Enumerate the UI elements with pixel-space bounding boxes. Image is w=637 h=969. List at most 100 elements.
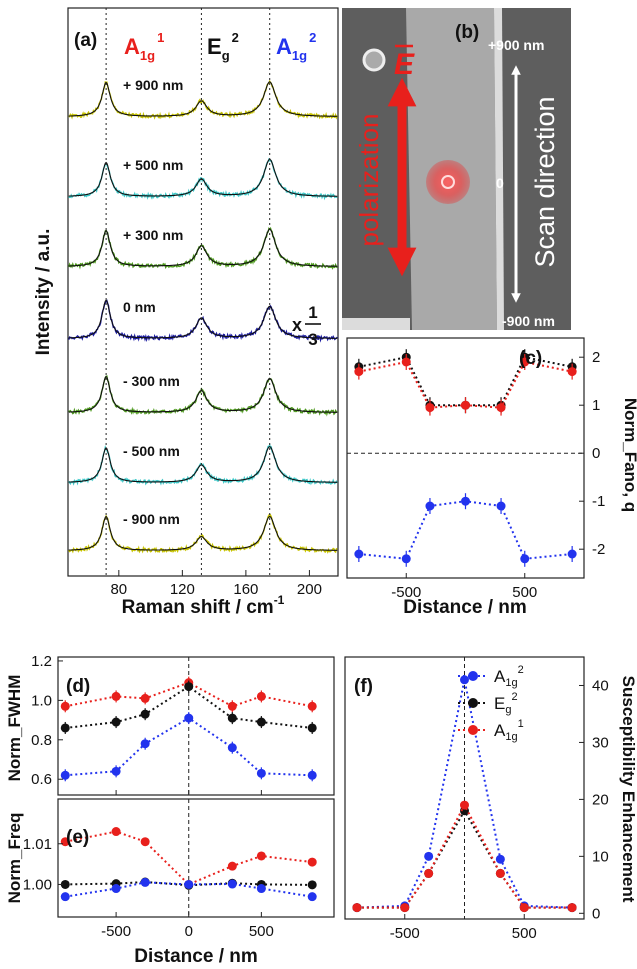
panel-e-series-2-point-1 — [111, 884, 121, 894]
field-symbol: E — [394, 48, 415, 81]
panel-c-ytick-label-3: -1 — [592, 493, 605, 510]
legend-label-0-sub: 1g — [505, 677, 517, 689]
scan-direction-label: Scan direction — [530, 96, 560, 267]
peak-label-a1g1-sup: 1 — [157, 30, 164, 45]
panel-a: 80 120 160 200 (a) A1g1 Eg2 A1g2 + 900 nm+ … — [33, 7, 339, 618]
panel-f-series-2-point-0 — [352, 903, 362, 913]
panel-d-ylabel: Norm_FWHM — [5, 675, 24, 782]
panel-e-series-0-point-5 — [256, 851, 266, 861]
sem-particle — [362, 48, 386, 72]
panel-c-ytick-label-1: 1 — [592, 397, 600, 414]
panel-a-xlabel-sup: -1 — [274, 593, 285, 607]
sem-scale-strip — [342, 318, 410, 330]
panel-c-xtick-label-0: -500 — [391, 584, 421, 601]
panel-f-series-0-point-4 — [495, 854, 505, 864]
panel-e-series-2-point-2 — [140, 877, 150, 887]
panel-e-xtick-label-0: -500 — [101, 923, 131, 940]
spectrum-label-2: + 300 nm — [123, 227, 183, 243]
panel-c-ytick-label-2: 0 — [592, 445, 600, 462]
panel-f-series-2-point-2 — [424, 868, 434, 878]
legend-marker-0 — [468, 671, 478, 681]
panel-c-series-2-point-3 — [461, 496, 470, 506]
panel-c-series-1-point-0 — [354, 367, 364, 377]
scan-mid-label: 0 — [496, 175, 504, 191]
spectrum-label-3: 0 nm — [123, 299, 156, 315]
panel-e-label: (e) — [66, 827, 89, 848]
panel-d-label: (d) — [66, 676, 90, 697]
panel-c-frame — [346, 337, 585, 579]
panel-d-series-0-point-0 — [60, 701, 70, 711]
panel-f-series-0-point-3 — [460, 675, 469, 685]
panel-a-spectrum-labels: + 900 nm + 500 nm + 300 nm 0 nm - 300 nm - 50… — [123, 77, 183, 527]
panel-f-ytick-label-3: 30 — [592, 734, 609, 751]
panel-f-xtick-label-1: 500 — [512, 925, 537, 942]
panel-d-series-1-point-5 — [256, 717, 266, 727]
spectrum-fit-2 — [68, 228, 338, 267]
panel-e-series-1-point-0 — [60, 879, 70, 889]
panel-b-label: (b) — [455, 22, 479, 43]
peak-label-a1g2-sub: 1g — [292, 48, 307, 63]
panel-e-ytick-label-0: 1.01 — [23, 836, 52, 853]
legend-label-2: A1g1 — [494, 718, 524, 743]
spectrum-data-2 — [68, 227, 338, 270]
panel-c-series-1-point-1 — [401, 357, 411, 367]
panel-d-series-2-point-4 — [227, 743, 237, 753]
panel-e-ylabel: Norm_Freq — [5, 813, 24, 904]
legend-label-1-sub: g — [505, 704, 511, 716]
legend-label-2-main: A — [494, 721, 506, 740]
panel-a-label: (a) — [74, 30, 97, 51]
spectrum-data-5 — [68, 443, 338, 486]
legend-marker-1 — [468, 698, 478, 708]
panel-de-xlabel: Distance / nm — [134, 946, 258, 967]
panel-e-series-2-point-3 — [184, 879, 194, 889]
polarization-label: polarization — [354, 114, 384, 247]
panel-e-series-0-point-4 — [227, 861, 237, 871]
spectrum-data-4 — [68, 375, 338, 417]
legend-label-2-sub: 1g — [505, 731, 517, 743]
panel-f-frame — [344, 656, 585, 920]
panel-f-ylabel: Susceptibility Enhancement — [619, 676, 637, 903]
panel-a-ylabel: Intensity / a.u. — [33, 229, 54, 356]
panel-e-series-2-point-5 — [256, 884, 266, 894]
panel-e-xtick-label-2: 500 — [249, 923, 274, 940]
panel-c-ylabel: Norm_Fano, q — [621, 398, 637, 512]
panel-f-ytick-label-0: 0 — [592, 905, 600, 922]
spectrum-label-4: - 300 nm — [123, 373, 180, 389]
legend-label-1-sup: 2 — [511, 691, 517, 703]
panel-e-series-2-point-4 — [227, 879, 237, 889]
panel-e-xtick-label-1: 0 — [185, 923, 193, 940]
panel-f-plot: 0 10 20 30 40 -500 500 — [352, 657, 609, 942]
panel-c-ytick-label-4: -2 — [592, 541, 605, 558]
panel-a-peak-lines — [105, 8, 271, 576]
panel-d-ytick-label-2: 0.8 — [31, 732, 52, 749]
panel-f-series-0-point-2 — [424, 851, 434, 861]
laser-spot — [426, 160, 470, 204]
spectrum-fit-5 — [68, 445, 338, 483]
panel-d-series-0-point-5 — [256, 691, 266, 701]
panel-d-plot: 1.2 1.0 0.8 0.6 — [31, 653, 317, 795]
panel-e-series-2-point-0 — [60, 892, 70, 902]
peak-label-a1g2: A1g2 — [276, 30, 316, 63]
panel-d-series-2-point-5 — [256, 768, 266, 778]
panel-f-series-2-point-6 — [567, 903, 577, 913]
panel-d-series-1-point-4 — [227, 713, 237, 723]
panel-d-series-2-point-0 — [60, 770, 70, 780]
legend-label-0-main: A — [494, 667, 506, 686]
panel-e-series-0-point-6 — [307, 857, 317, 867]
panel-d-series-1-point-3 — [184, 682, 194, 692]
spectrum-label-0: + 900 nm — [123, 77, 183, 93]
panel-a-xtick-label-3: 200 — [297, 581, 322, 598]
panel-d-series-0-point-2 — [140, 693, 150, 703]
peak-label-a1g1-main: A — [124, 34, 140, 59]
legend-label-0-sup: 2 — [518, 664, 524, 676]
legend-label-2-sup: 1 — [518, 718, 524, 730]
panel-c-series-1-point-6 — [567, 367, 577, 377]
panel-a-xlabel-main: Raman shift / cm — [122, 597, 274, 618]
panel-c-ytick-label-0: 2 — [592, 349, 600, 366]
panel-a-spectra — [68, 79, 338, 554]
panel-c-series-1-point-3 — [461, 400, 470, 410]
panel-d-series-1-point-0 — [60, 723, 70, 733]
spectrum-fit-0 — [68, 81, 338, 117]
peak-label-a1g1: A1g1 — [124, 30, 164, 63]
